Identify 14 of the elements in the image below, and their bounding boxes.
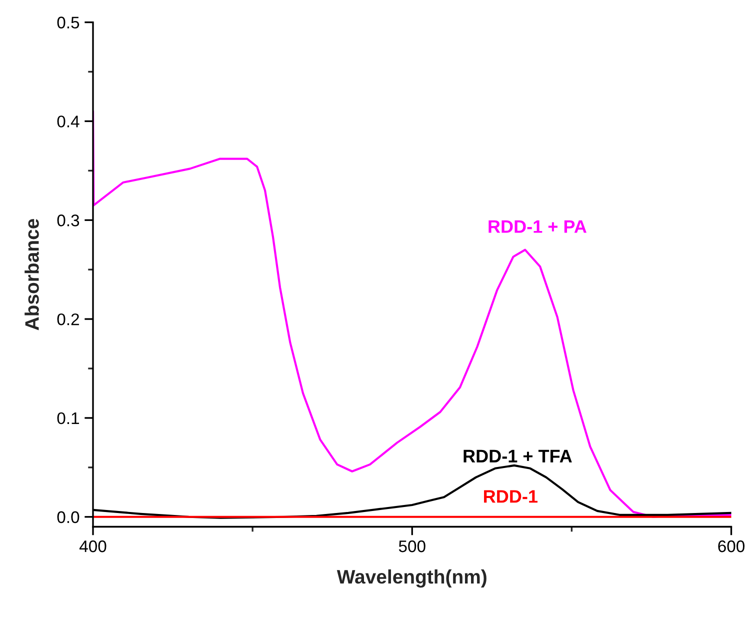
y-tick-label: 0.2 (57, 313, 79, 326)
x-tick-label: 600 (718, 540, 745, 552)
y-axis-title: Absorbance (24, 219, 39, 330)
series-label: RDD-1 (484, 490, 538, 503)
series-label: RDD-1 + PA (488, 220, 586, 233)
y-tick-label: 0.1 (57, 412, 79, 424)
series-label: RDD-1 + TFA (464, 450, 572, 462)
y-tick-label: 0.3 (57, 214, 80, 226)
y-tick-label: 0.5 (57, 16, 80, 28)
x-tick-label: 400 (79, 540, 106, 552)
y-tick-label: 0.4 (57, 116, 80, 128)
x-tick-label: 500 (398, 540, 426, 552)
x-axis-title: Wavelength(nm) (336, 569, 486, 588)
y-tick-label: 0.0 (57, 511, 80, 524)
